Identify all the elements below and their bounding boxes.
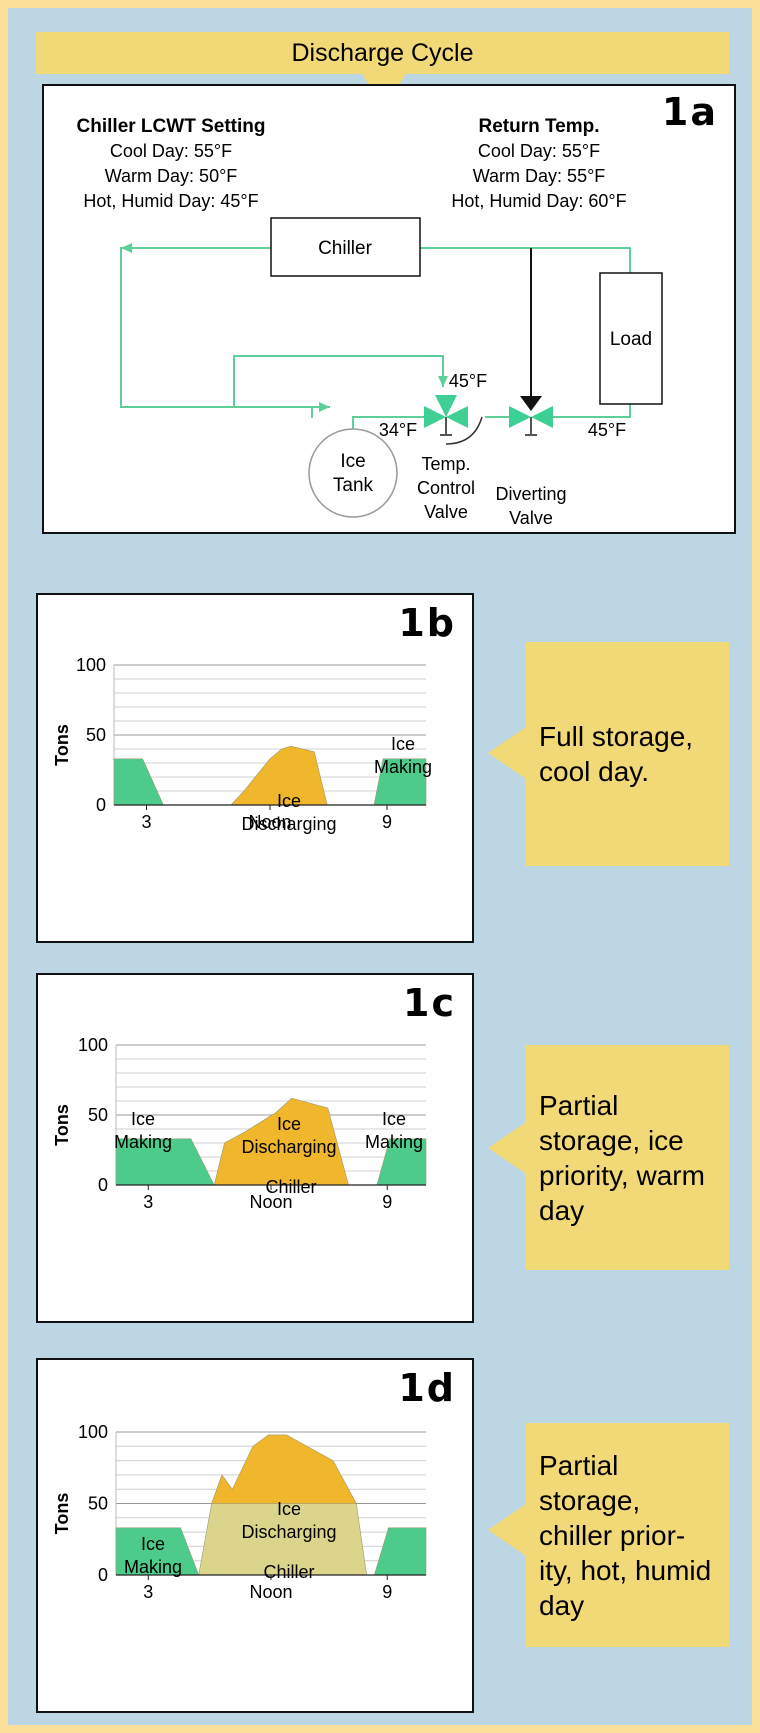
piping-schematic: Chiller LCWT Setting Cool Day: 55°F Warm… — [77, 116, 663, 528]
area-annotation: Discharging — [241, 814, 336, 834]
y-tick-label: 50 — [88, 1494, 108, 1514]
discharge-cycle-banner: Discharge Cycle — [36, 32, 729, 74]
panel-label-1b: 1b — [398, 601, 456, 645]
panel-label-1a: 1a — [661, 90, 718, 134]
y-tick-label: 100 — [78, 1035, 108, 1055]
panel-label-1c: 1c — [403, 981, 456, 1025]
x-tick-label: 3 — [141, 812, 151, 832]
figure-page: Discharge Cycle 1a Chiller LCWT Setting … — [8, 8, 752, 1725]
temp-control-valve-label: Control — [417, 478, 475, 498]
area-annotation: Chiller — [263, 1562, 314, 1582]
area-annotation: Discharging — [241, 1137, 336, 1157]
load-profile-chart-1c: 100 50 0 3 Noon 9 Tons Ice Making Ice Discharging C… — [52, 1035, 427, 1212]
return-temp-line: Warm Day: 55°F — [473, 166, 606, 186]
area-annotation: Ice — [141, 1534, 165, 1554]
area-annotation: Making — [374, 757, 432, 777]
tank-outlet-temp-label: 34°F — [379, 420, 417, 440]
x-tick-label: Noon — [248, 812, 291, 832]
lcwt-line: Hot, Humid Day: 45°F — [83, 191, 258, 211]
x-tick-label: 9 — [382, 812, 392, 832]
area-annotation: Ice — [131, 1109, 155, 1129]
flow-arrow — [121, 243, 132, 253]
x-tick-label: 3 — [143, 1582, 153, 1602]
diverting-valve-label: Diverting — [495, 484, 566, 504]
callout-pointer — [488, 1504, 526, 1556]
callout-text: Partial storage, chiller prior-ity, hot,… — [539, 1449, 712, 1621]
y-tick-label: 50 — [86, 725, 106, 745]
flow-arrow — [319, 402, 330, 412]
x-tick-label: 3 — [143, 1192, 153, 1212]
y-tick-label: 50 — [88, 1105, 108, 1125]
callout-text: Partial storage, ice priority, warm day — [539, 1089, 705, 1226]
chiller-box — [270, 217, 421, 277]
area-ice-discharging — [213, 1097, 349, 1186]
callout-text: Full storage, cool day. — [539, 721, 694, 787]
load-inlet-temp-label: 45°F — [588, 420, 626, 440]
callout-pointer — [488, 1122, 526, 1174]
y-tick-label: 0 — [98, 1565, 108, 1585]
chart-panel-1c: 1c 100 50 0 3 Noon 9 Tons Ice Making Ice Dischargi… — [36, 973, 474, 1323]
flow-arrow — [438, 376, 448, 387]
area-ice-discharging — [230, 745, 328, 806]
x-tick-label: Noon — [249, 1582, 292, 1602]
y-tick-label: 0 — [96, 795, 106, 815]
temp-control-valve-label: Valve — [424, 502, 468, 522]
area-annotation: Ice — [277, 1499, 301, 1519]
area-annotation: Ice — [382, 1109, 406, 1129]
area-annotation: Chiller — [265, 1177, 316, 1197]
x-tick-label: 9 — [382, 1582, 392, 1602]
y-axis-label: Tons — [52, 1493, 72, 1535]
area-annotation: Ice — [277, 791, 301, 811]
lcwt-line: Warm Day: 50°F — [105, 166, 238, 186]
diverting-valve-label: Valve — [509, 508, 553, 528]
ice-tank-label: Ice — [340, 451, 365, 472]
area-annotation: Making — [365, 1132, 423, 1152]
y-axis-label: Tons — [52, 724, 72, 766]
mixed-temp-label: 45°F — [449, 371, 487, 391]
callout-pointer — [488, 727, 526, 779]
load-label: Load — [610, 329, 652, 350]
diverting-arrow — [520, 396, 542, 411]
load-box — [599, 272, 663, 405]
x-tick-label: Noon — [249, 1192, 292, 1212]
ice-tank-label: Tank — [333, 475, 374, 496]
callout-1d: Partial storage, chiller prior-ity, hot,… — [525, 1423, 729, 1647]
y-tick-label: 100 — [76, 655, 106, 675]
return-temp-title: Return Temp. — [478, 116, 599, 137]
area-annotation: Ice — [391, 734, 415, 754]
schematic-panel: 1a Chiller LCWT Setting Cool Day: 55°F W… — [42, 84, 736, 534]
chart-panel-1d: 1d 100 50 0 3 Noon 9 Tons Ice Making Ice Dischargi… — [36, 1358, 474, 1713]
temp-control-valve-label: Temp. — [421, 454, 470, 474]
load-profile-chart-1b: 100 50 0 3 Noon 9 Tons Ice Discharging Ice Making — [52, 655, 432, 834]
callout-1c: Partial storage, ice priority, warm day — [525, 1045, 729, 1270]
y-tick-label: 100 — [78, 1422, 108, 1442]
area-annotation: Ice — [277, 1114, 301, 1134]
ice-tank-circle — [308, 428, 398, 518]
banner-title: Discharge Cycle — [291, 39, 474, 67]
area-annotation: Discharging — [241, 1522, 336, 1542]
y-tick-label: 0 — [98, 1175, 108, 1195]
chiller-label: Chiller — [318, 238, 373, 259]
chart-panel-1b: 1b 100 50 0 3 Noon 9 Tons Ice Discharging Ice Maki… — [36, 593, 474, 943]
y-axis-label: Tons — [52, 1104, 72, 1146]
lcwt-line: Cool Day: 55°F — [110, 141, 232, 161]
panel-label-1d: 1d — [398, 1366, 456, 1410]
lcwt-title: Chiller LCWT Setting — [77, 116, 266, 137]
load-profile-chart-1d: 100 50 0 3 Noon 9 Tons Ice Making Ice Discharging C… — [52, 1422, 427, 1602]
return-temp-line: Cool Day: 55°F — [478, 141, 600, 161]
callout-1b: Full storage, cool day. — [525, 642, 729, 866]
chilled-water-piping — [120, 247, 631, 429]
temp-control-valve-icon — [424, 395, 483, 445]
return-temp-line: Hot, Humid Day: 60°F — [451, 191, 626, 211]
area-annotation: Making — [124, 1557, 182, 1577]
diverting-valve-icon — [509, 406, 553, 436]
area-ice-discharging — [211, 1434, 357, 1504]
x-tick-label: 9 — [382, 1192, 392, 1212]
area-annotation: Making — [114, 1132, 172, 1152]
